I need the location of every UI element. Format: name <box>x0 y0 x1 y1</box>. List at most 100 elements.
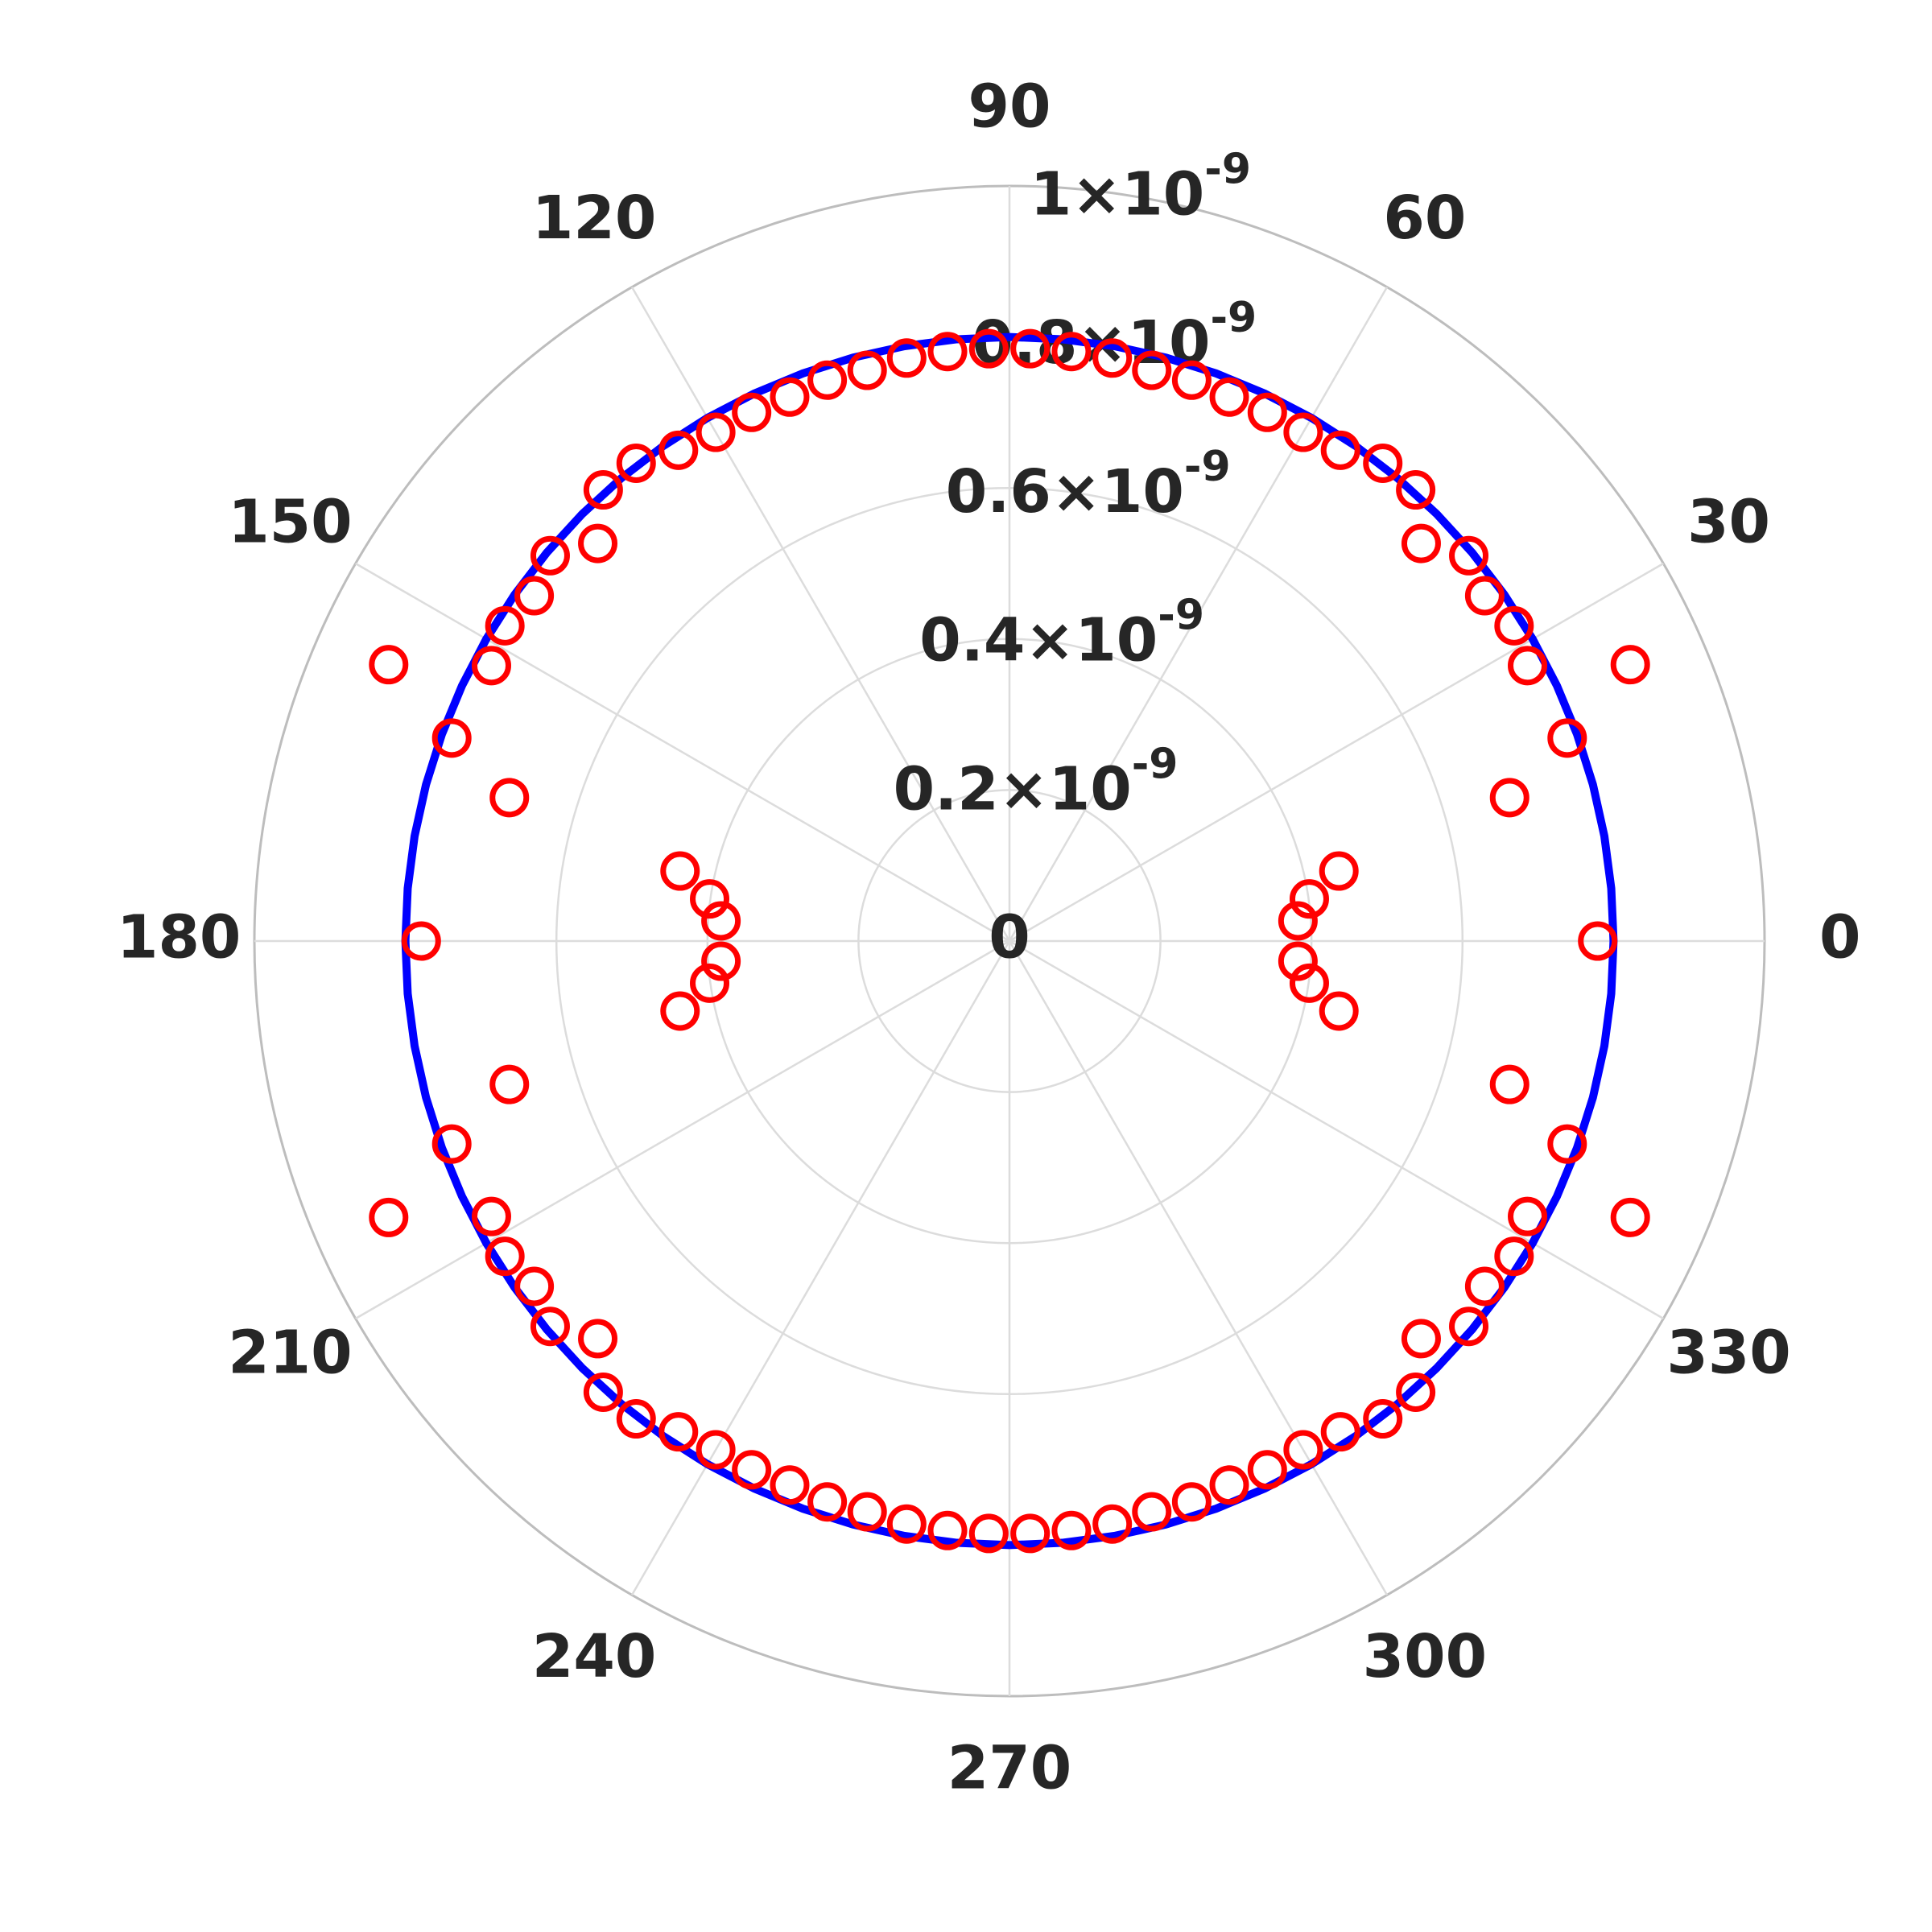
scatter-point <box>732 392 772 432</box>
scatter-point <box>1578 921 1618 961</box>
scatter-point <box>660 991 700 1031</box>
scatter-point <box>1547 718 1587 758</box>
r-tick-mantissa: 0.2×10 <box>894 754 1132 824</box>
scatter-point <box>1547 1124 1587 1164</box>
grid-spoke <box>355 562 1010 943</box>
scatter-point <box>431 1124 472 1164</box>
scatter-point <box>1610 1197 1650 1237</box>
scatter-point <box>1464 1266 1505 1307</box>
angle-tick-label: 150 <box>228 488 352 557</box>
scatter-point <box>701 901 741 941</box>
r-tick-exponent: -9 <box>1132 740 1179 788</box>
scatter-point <box>690 879 730 919</box>
r-tick-mantissa: 0.6×10 <box>946 456 1184 526</box>
scatter-point <box>471 1196 511 1236</box>
scatter-point <box>514 1266 555 1307</box>
scatter-point <box>1396 1372 1436 1412</box>
scatter-point <box>770 1465 810 1505</box>
scatter-point <box>489 778 530 818</box>
scatter-point <box>1010 1513 1051 1554</box>
angle-tick-label: 120 <box>532 184 656 253</box>
scatter-point <box>1494 605 1534 646</box>
scatter-point <box>927 1510 968 1550</box>
scatter-point <box>369 1197 409 1237</box>
scatter-point <box>690 963 730 1003</box>
r-tick-label: 0.6×10-9 <box>946 443 1231 526</box>
scatter-point <box>886 338 927 378</box>
grid-spoke <box>1009 562 1664 943</box>
grid-spoke <box>1008 287 1389 942</box>
r-tick-mantissa: 0.4×10 <box>919 605 1158 675</box>
r-tick-label: 0.2×10-9 <box>894 740 1179 824</box>
scatter-point <box>1396 470 1436 510</box>
scatter-point <box>847 1492 887 1532</box>
scatter-point <box>1132 1492 1172 1532</box>
r-tick-exponent: -9 <box>1210 294 1257 342</box>
grid-spoke <box>630 940 1011 1596</box>
scatter-point <box>1051 332 1092 372</box>
scatter-point <box>485 605 525 646</box>
scatter-point <box>1289 963 1329 1003</box>
r-tick-label: 0.4×10-9 <box>919 592 1204 675</box>
scatter-point <box>1508 1196 1548 1236</box>
angle-tick-label: 240 <box>532 1622 656 1691</box>
grid-spoke <box>355 939 1010 1320</box>
scatter-point <box>1449 1307 1489 1347</box>
scatter-point <box>530 1307 570 1347</box>
scatter-point <box>616 443 656 483</box>
scatter-point <box>660 851 700 891</box>
angle-tick-label: 0 <box>1819 903 1861 972</box>
scatter-point <box>886 1504 927 1544</box>
scatter-point <box>616 1399 656 1439</box>
angle-tick-label: 30 <box>1687 488 1770 557</box>
scatter-point <box>530 535 570 576</box>
angle-tick-label: 270 <box>947 1733 1071 1802</box>
angle-tick-label: 300 <box>1363 1622 1487 1691</box>
scatter-point <box>1092 338 1133 378</box>
scatter-point <box>1319 991 1359 1031</box>
r-tick-label: 0 <box>989 903 1030 972</box>
scatter-point <box>1320 1412 1360 1452</box>
angle-tick-label: 330 <box>1666 1318 1790 1387</box>
scatter-point <box>696 412 736 452</box>
scatter-point <box>1247 392 1287 432</box>
scatter-point <box>1489 778 1530 818</box>
r-tick-exponent: -9 <box>1158 592 1204 640</box>
scatter-point <box>1010 328 1051 369</box>
r-tick-mantissa: 1×10 <box>1030 159 1204 229</box>
scatter-point <box>583 470 623 510</box>
angle-tick-label: 90 <box>968 72 1051 142</box>
scatter-point <box>1489 1064 1530 1104</box>
angle-tick-label: 60 <box>1383 184 1466 253</box>
scatter-point <box>658 430 699 470</box>
scatter-point <box>1449 535 1489 576</box>
scatter-point <box>1132 350 1172 390</box>
scatter-point <box>1209 1465 1249 1505</box>
angle-tick-label: 210 <box>228 1318 352 1387</box>
r-tick-exponent: -9 <box>1204 145 1251 193</box>
scatter-point <box>1464 576 1505 616</box>
scatter-point <box>696 1430 736 1470</box>
scatter-point <box>489 1064 530 1104</box>
scatter-point <box>807 360 848 400</box>
scatter-point <box>847 350 887 390</box>
grid-spoke <box>1008 940 1389 1596</box>
scatter-point <box>1320 430 1360 470</box>
scatter-point <box>1283 1430 1323 1470</box>
scatter-point <box>1363 443 1403 483</box>
scatter-point <box>401 921 441 961</box>
scatter-point <box>1401 1319 1441 1359</box>
r-tick-label: 1×10-9 <box>1030 145 1251 229</box>
scatter-point <box>583 1372 623 1412</box>
scatter-point <box>732 1450 772 1490</box>
scatter-point <box>658 1412 699 1452</box>
scatter-point <box>1051 1510 1092 1550</box>
scatter-point <box>1278 901 1318 941</box>
scatter-point <box>1278 941 1318 981</box>
scatter-point <box>770 377 810 417</box>
grid-spoke <box>630 287 1011 942</box>
scatter-point <box>968 1513 1009 1554</box>
scatter-point <box>1494 1236 1534 1277</box>
scatter-point <box>1171 1482 1212 1522</box>
scatter-point <box>1209 377 1249 417</box>
